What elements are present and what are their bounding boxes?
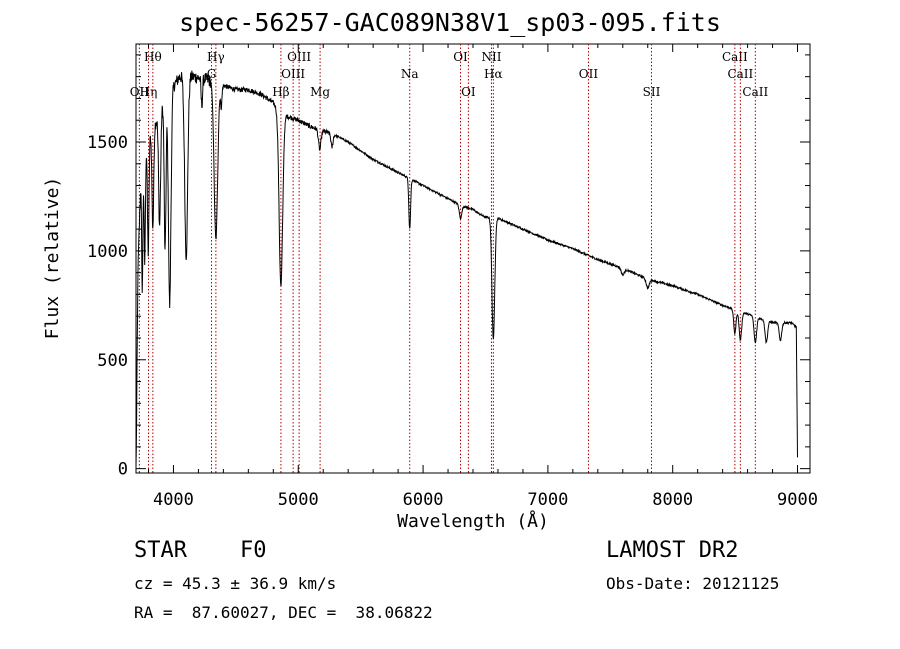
spectrum-line bbox=[135, 70, 798, 467]
redshift-readout: cz = 45.3 ± 36.9 km/s bbox=[134, 574, 337, 593]
page-title: spec-56257-GAC089N38V1_sp03-095.fits bbox=[179, 8, 721, 37]
line-marker-label: Hα bbox=[484, 67, 503, 81]
line-marker-label: OI bbox=[453, 50, 468, 64]
y-axis-label: Flux (relative) bbox=[42, 177, 63, 340]
x-tick-label: 8000 bbox=[652, 490, 693, 510]
axis-ticks: 4000 5000 6000 7000 8000 9000 0 500 1000 1500 bbox=[87, 44, 818, 510]
x-tick-label: 4000 bbox=[153, 490, 194, 510]
line-marker-label: OII bbox=[130, 85, 150, 99]
line-marker-label: CaII bbox=[742, 85, 768, 99]
line-marker-label: Hθ bbox=[144, 50, 162, 64]
line-marker-label: CaII bbox=[722, 50, 748, 64]
x-tick-label: 6000 bbox=[403, 490, 444, 510]
x-tick-label: 7000 bbox=[527, 490, 568, 510]
x-axis-label: Wavelength (Å) bbox=[397, 510, 549, 532]
line-marker-label: CaII bbox=[727, 67, 753, 81]
y-tick-label: 500 bbox=[97, 351, 128, 371]
line-marker-label: G bbox=[207, 67, 217, 81]
observation-date: Obs-Date: 20121125 bbox=[606, 574, 780, 593]
object-class: STAR F0 bbox=[134, 538, 267, 563]
y-tick-label: 0 bbox=[118, 460, 128, 480]
line-marker-label: NII bbox=[481, 50, 501, 64]
line-marker-label: SII bbox=[643, 85, 661, 99]
line-marker-label: OIII bbox=[287, 50, 311, 64]
plot-area-frame bbox=[135, 43, 811, 474]
line-marker-label: OII bbox=[579, 67, 599, 81]
x-tick-label: 9000 bbox=[777, 490, 818, 510]
y-tick-label: 1000 bbox=[87, 242, 128, 262]
line-marker-label: Hγ bbox=[207, 50, 225, 64]
line-marker-label: Na bbox=[401, 67, 419, 81]
x-tick-label: 5000 bbox=[278, 490, 319, 510]
line-marker-label: OI bbox=[461, 85, 476, 99]
line-marker-label: Mg bbox=[310, 85, 330, 99]
line-marker-label: Hβ bbox=[272, 85, 289, 99]
y-tick-label: 1500 bbox=[87, 133, 128, 153]
line-marker-label: Hη bbox=[140, 85, 158, 99]
survey-name: LAMOST DR2 bbox=[606, 538, 739, 563]
line-marker-label: OIII bbox=[281, 67, 305, 81]
coordinates-readout: RA = 87.60027, DEC = 38.06822 bbox=[134, 603, 433, 622]
